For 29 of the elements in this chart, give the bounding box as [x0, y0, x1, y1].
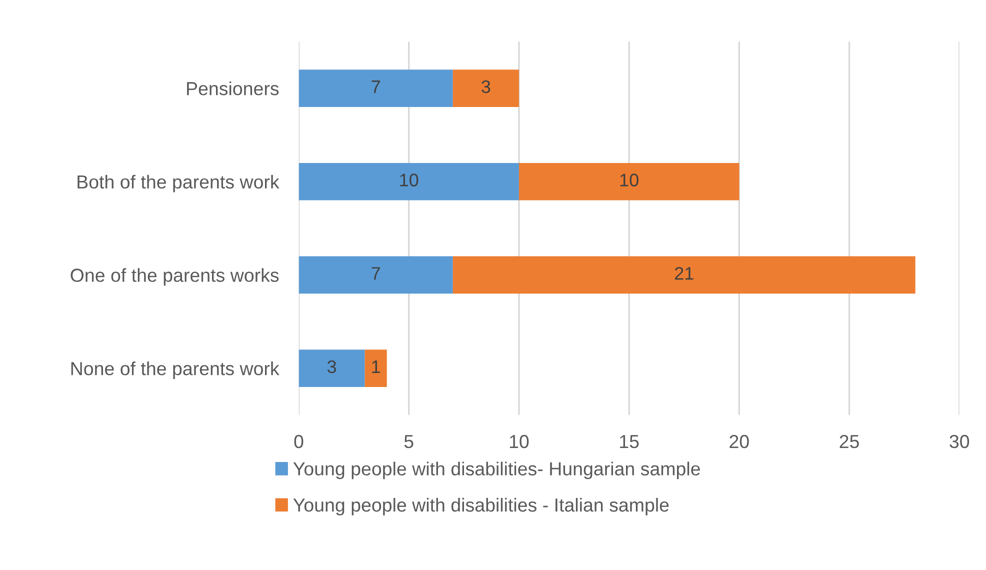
- legend-label: Young people with disabilities- Hungarian sample: [293, 462, 700, 480]
- x-tick-label: 30: [950, 434, 970, 448]
- bar: [364, 350, 387, 387]
- bar: [298, 162, 519, 200]
- bar: [298, 70, 453, 107]
- y-tick-label: Pensioners: [187, 81, 279, 96]
- x-tick-label: 0: [294, 434, 304, 448]
- x-tick-label: 15: [620, 435, 639, 448]
- y-tick-label: None of the parents work: [71, 361, 280, 379]
- data-label: 1: [372, 360, 380, 373]
- y-tick-label: One of the parents works: [70, 268, 279, 286]
- data-label: 21: [674, 267, 694, 280]
- data-label: 7: [372, 80, 380, 93]
- data-label: 3: [482, 80, 490, 94]
- data-label: 10: [620, 174, 638, 186]
- x-tick-label: 25: [840, 434, 859, 448]
- data-label: 3: [327, 360, 336, 374]
- data-label: 10: [400, 174, 418, 186]
- data-label: 7: [372, 267, 380, 280]
- bar: [518, 162, 740, 200]
- legend-label: Young people with disabilities - Italian sample: [293, 498, 669, 516]
- x-tick-label: 10: [510, 434, 529, 448]
- y-tick-label: Both of the parents work: [78, 174, 280, 192]
- bar: [452, 256, 916, 294]
- x-tick-label: 5: [404, 435, 414, 448]
- bar: [298, 350, 365, 387]
- bar: [452, 70, 519, 107]
- x-tick-label: 20: [730, 434, 749, 448]
- bar: [298, 256, 453, 294]
